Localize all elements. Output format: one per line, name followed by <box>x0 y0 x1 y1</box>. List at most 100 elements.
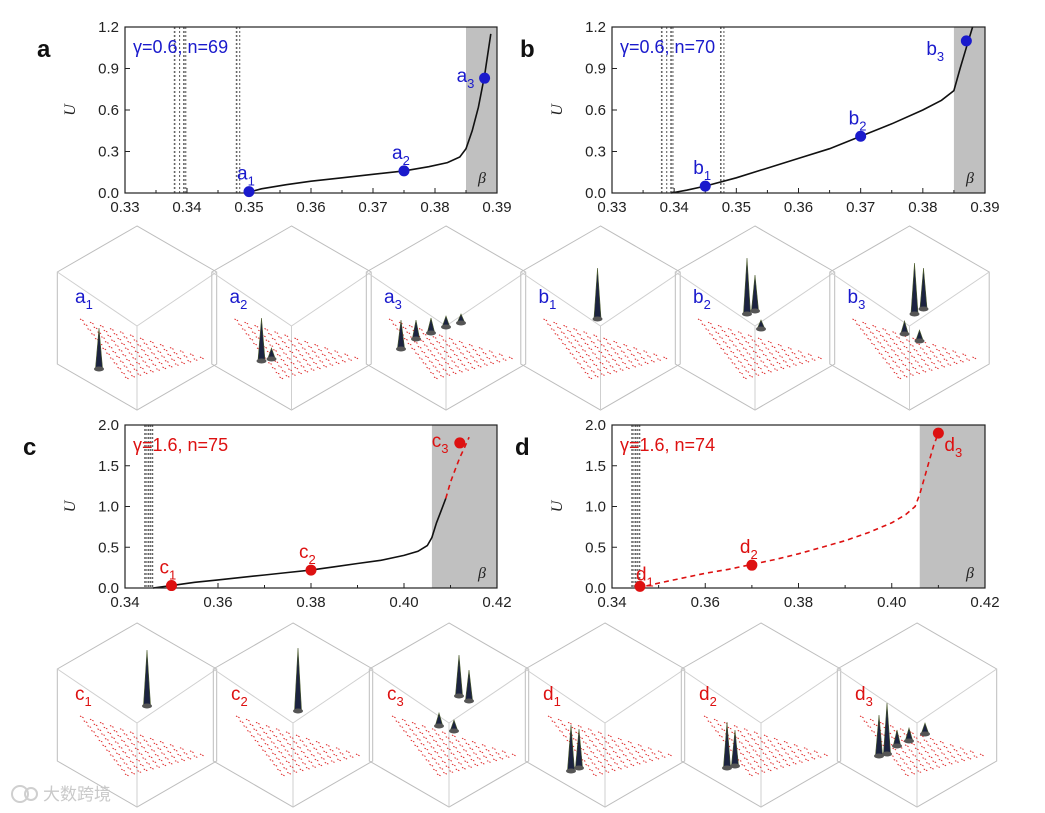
lattice-site <box>916 342 921 346</box>
lattice-site <box>663 356 668 360</box>
lattice-site <box>709 333 714 336</box>
peak-base <box>426 330 436 336</box>
lattice-site <box>771 345 776 349</box>
lattice-site <box>119 331 125 335</box>
lattice-site <box>309 742 314 746</box>
lattice-site <box>554 333 559 336</box>
cube-edge <box>57 668 138 724</box>
lattice-site <box>787 745 792 749</box>
lattice-site <box>406 331 411 335</box>
lattice <box>235 715 361 777</box>
lattice-site <box>399 725 404 729</box>
data-point-d1 <box>634 580 646 592</box>
lattice-site <box>133 736 138 740</box>
lattice-site <box>743 757 749 761</box>
lattice-site <box>425 729 430 733</box>
lattice-site <box>894 353 900 357</box>
shaded-region <box>953 27 985 193</box>
point-label-b3: b3 <box>926 39 944 64</box>
lattice-site <box>909 344 915 347</box>
y-tick-label: 0.6 <box>585 102 606 119</box>
lattice-site <box>892 747 897 751</box>
lattice-site <box>137 373 142 377</box>
lattice-site <box>282 755 287 759</box>
lattice-site <box>339 752 344 755</box>
lattice-site <box>273 734 278 738</box>
lattice-site <box>341 359 347 363</box>
lattice-site <box>143 342 148 346</box>
lattice-site <box>257 733 262 737</box>
lattice-site <box>142 360 147 364</box>
lattice-site <box>597 731 603 735</box>
lattice-site <box>879 721 885 725</box>
lattice-site <box>577 332 582 336</box>
lattice-site <box>711 326 716 330</box>
lattice-site <box>454 757 459 761</box>
lattice-site <box>157 350 162 354</box>
lattice-site <box>901 768 906 772</box>
lattice-site <box>446 344 451 347</box>
lattice-site <box>489 753 494 757</box>
lattice-site <box>941 364 946 368</box>
lattice-site <box>113 362 118 365</box>
wavefunction-peak <box>875 714 883 756</box>
lattice-site <box>599 361 604 365</box>
lattice-site <box>872 324 877 328</box>
lattice-site <box>923 352 928 355</box>
lattice-site <box>127 370 132 373</box>
lattice-site <box>792 761 797 765</box>
lattice-site <box>168 364 173 368</box>
shaded-region <box>466 27 497 193</box>
lattice-site <box>285 345 290 349</box>
lattice-site <box>179 747 185 751</box>
lattice-site <box>599 771 604 775</box>
lattice-site <box>480 358 485 362</box>
lattice-site <box>811 358 816 362</box>
lattice-site <box>632 757 638 760</box>
lattice-site <box>798 760 804 764</box>
lattice-site <box>588 347 593 351</box>
lattice-site <box>318 763 323 767</box>
lattice-site <box>777 343 783 347</box>
lattice-site <box>751 339 756 343</box>
lattice-site <box>253 728 258 732</box>
lattice-site <box>582 741 588 745</box>
lattice-site <box>876 329 881 333</box>
peak-base <box>882 751 892 757</box>
y-axis-label: U <box>549 499 566 512</box>
y-tick-label: 2.0 <box>98 417 119 434</box>
lattice-site <box>331 356 337 360</box>
peak-base <box>756 326 766 332</box>
lattice-site <box>455 739 460 743</box>
lattice-site <box>465 742 470 746</box>
peak-base <box>722 765 732 771</box>
lattice-site <box>913 736 918 740</box>
lattice-site <box>163 348 168 352</box>
lattice-site <box>767 340 773 344</box>
lattice-site <box>926 762 931 765</box>
lattice-site <box>264 742 269 746</box>
lattice-site <box>430 371 435 375</box>
lattice-site <box>889 337 895 341</box>
point-label-b1-letter: b <box>693 158 704 179</box>
lattice-site <box>123 733 128 736</box>
lattice-site <box>235 715 241 719</box>
cube-label-d2-subscript: 2 <box>710 694 717 709</box>
lattice-site <box>727 328 733 331</box>
lattice-site <box>594 374 599 378</box>
lattice-site <box>633 347 638 350</box>
lattice-site <box>918 752 923 756</box>
cube-d3: d3 <box>836 622 998 808</box>
lattice-site <box>415 726 420 730</box>
lattice-site <box>443 771 448 775</box>
lattice-site <box>435 762 440 766</box>
peak-base <box>914 338 925 344</box>
lattice-site <box>753 760 759 764</box>
lattice-site <box>889 725 895 728</box>
lattice-site <box>279 762 284 766</box>
lattice-site <box>619 749 624 752</box>
lattice-site <box>720 347 725 351</box>
lattice-site <box>279 733 284 736</box>
lattice-site <box>575 350 581 354</box>
wavefunction-peak <box>397 319 405 349</box>
